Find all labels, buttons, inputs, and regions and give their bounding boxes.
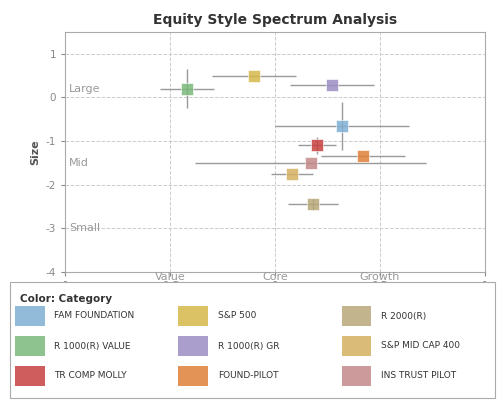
FancyBboxPatch shape	[178, 366, 208, 386]
FancyBboxPatch shape	[15, 366, 44, 386]
FancyBboxPatch shape	[178, 336, 208, 356]
Text: R 1000(R) GR: R 1000(R) GR	[218, 342, 280, 350]
FancyBboxPatch shape	[178, 306, 208, 326]
Text: INS TRUST PILOT: INS TRUST PILOT	[381, 372, 456, 380]
Text: Color: Category: Color: Category	[20, 294, 112, 304]
FancyBboxPatch shape	[15, 306, 44, 326]
FancyBboxPatch shape	[342, 306, 372, 326]
Title: Equity Style Spectrum Analysis: Equity Style Spectrum Analysis	[153, 13, 397, 27]
Text: Core: Core	[262, 272, 288, 282]
Text: FAM FOUNDATION: FAM FOUNDATION	[54, 312, 135, 320]
FancyBboxPatch shape	[342, 336, 372, 356]
Text: S&P MID CAP 400: S&P MID CAP 400	[381, 342, 460, 350]
FancyBboxPatch shape	[10, 282, 495, 398]
FancyBboxPatch shape	[342, 366, 372, 386]
Text: S&P 500: S&P 500	[218, 312, 256, 320]
Y-axis label: Size: Size	[30, 139, 40, 165]
Text: Large: Large	[69, 84, 100, 94]
Text: Value: Value	[154, 272, 186, 282]
X-axis label: Value/Growth: Value/Growth	[233, 310, 317, 320]
Text: Mid: Mid	[69, 158, 89, 168]
Text: Growth: Growth	[360, 272, 400, 282]
Text: Small: Small	[69, 223, 100, 233]
Text: R 2000(R): R 2000(R)	[381, 312, 426, 320]
Text: R 1000(R) VALUE: R 1000(R) VALUE	[54, 342, 131, 350]
Text: FOUND-PILOT: FOUND-PILOT	[218, 372, 278, 380]
Text: TR COMP MOLLY: TR COMP MOLLY	[54, 372, 127, 380]
FancyBboxPatch shape	[15, 336, 44, 356]
